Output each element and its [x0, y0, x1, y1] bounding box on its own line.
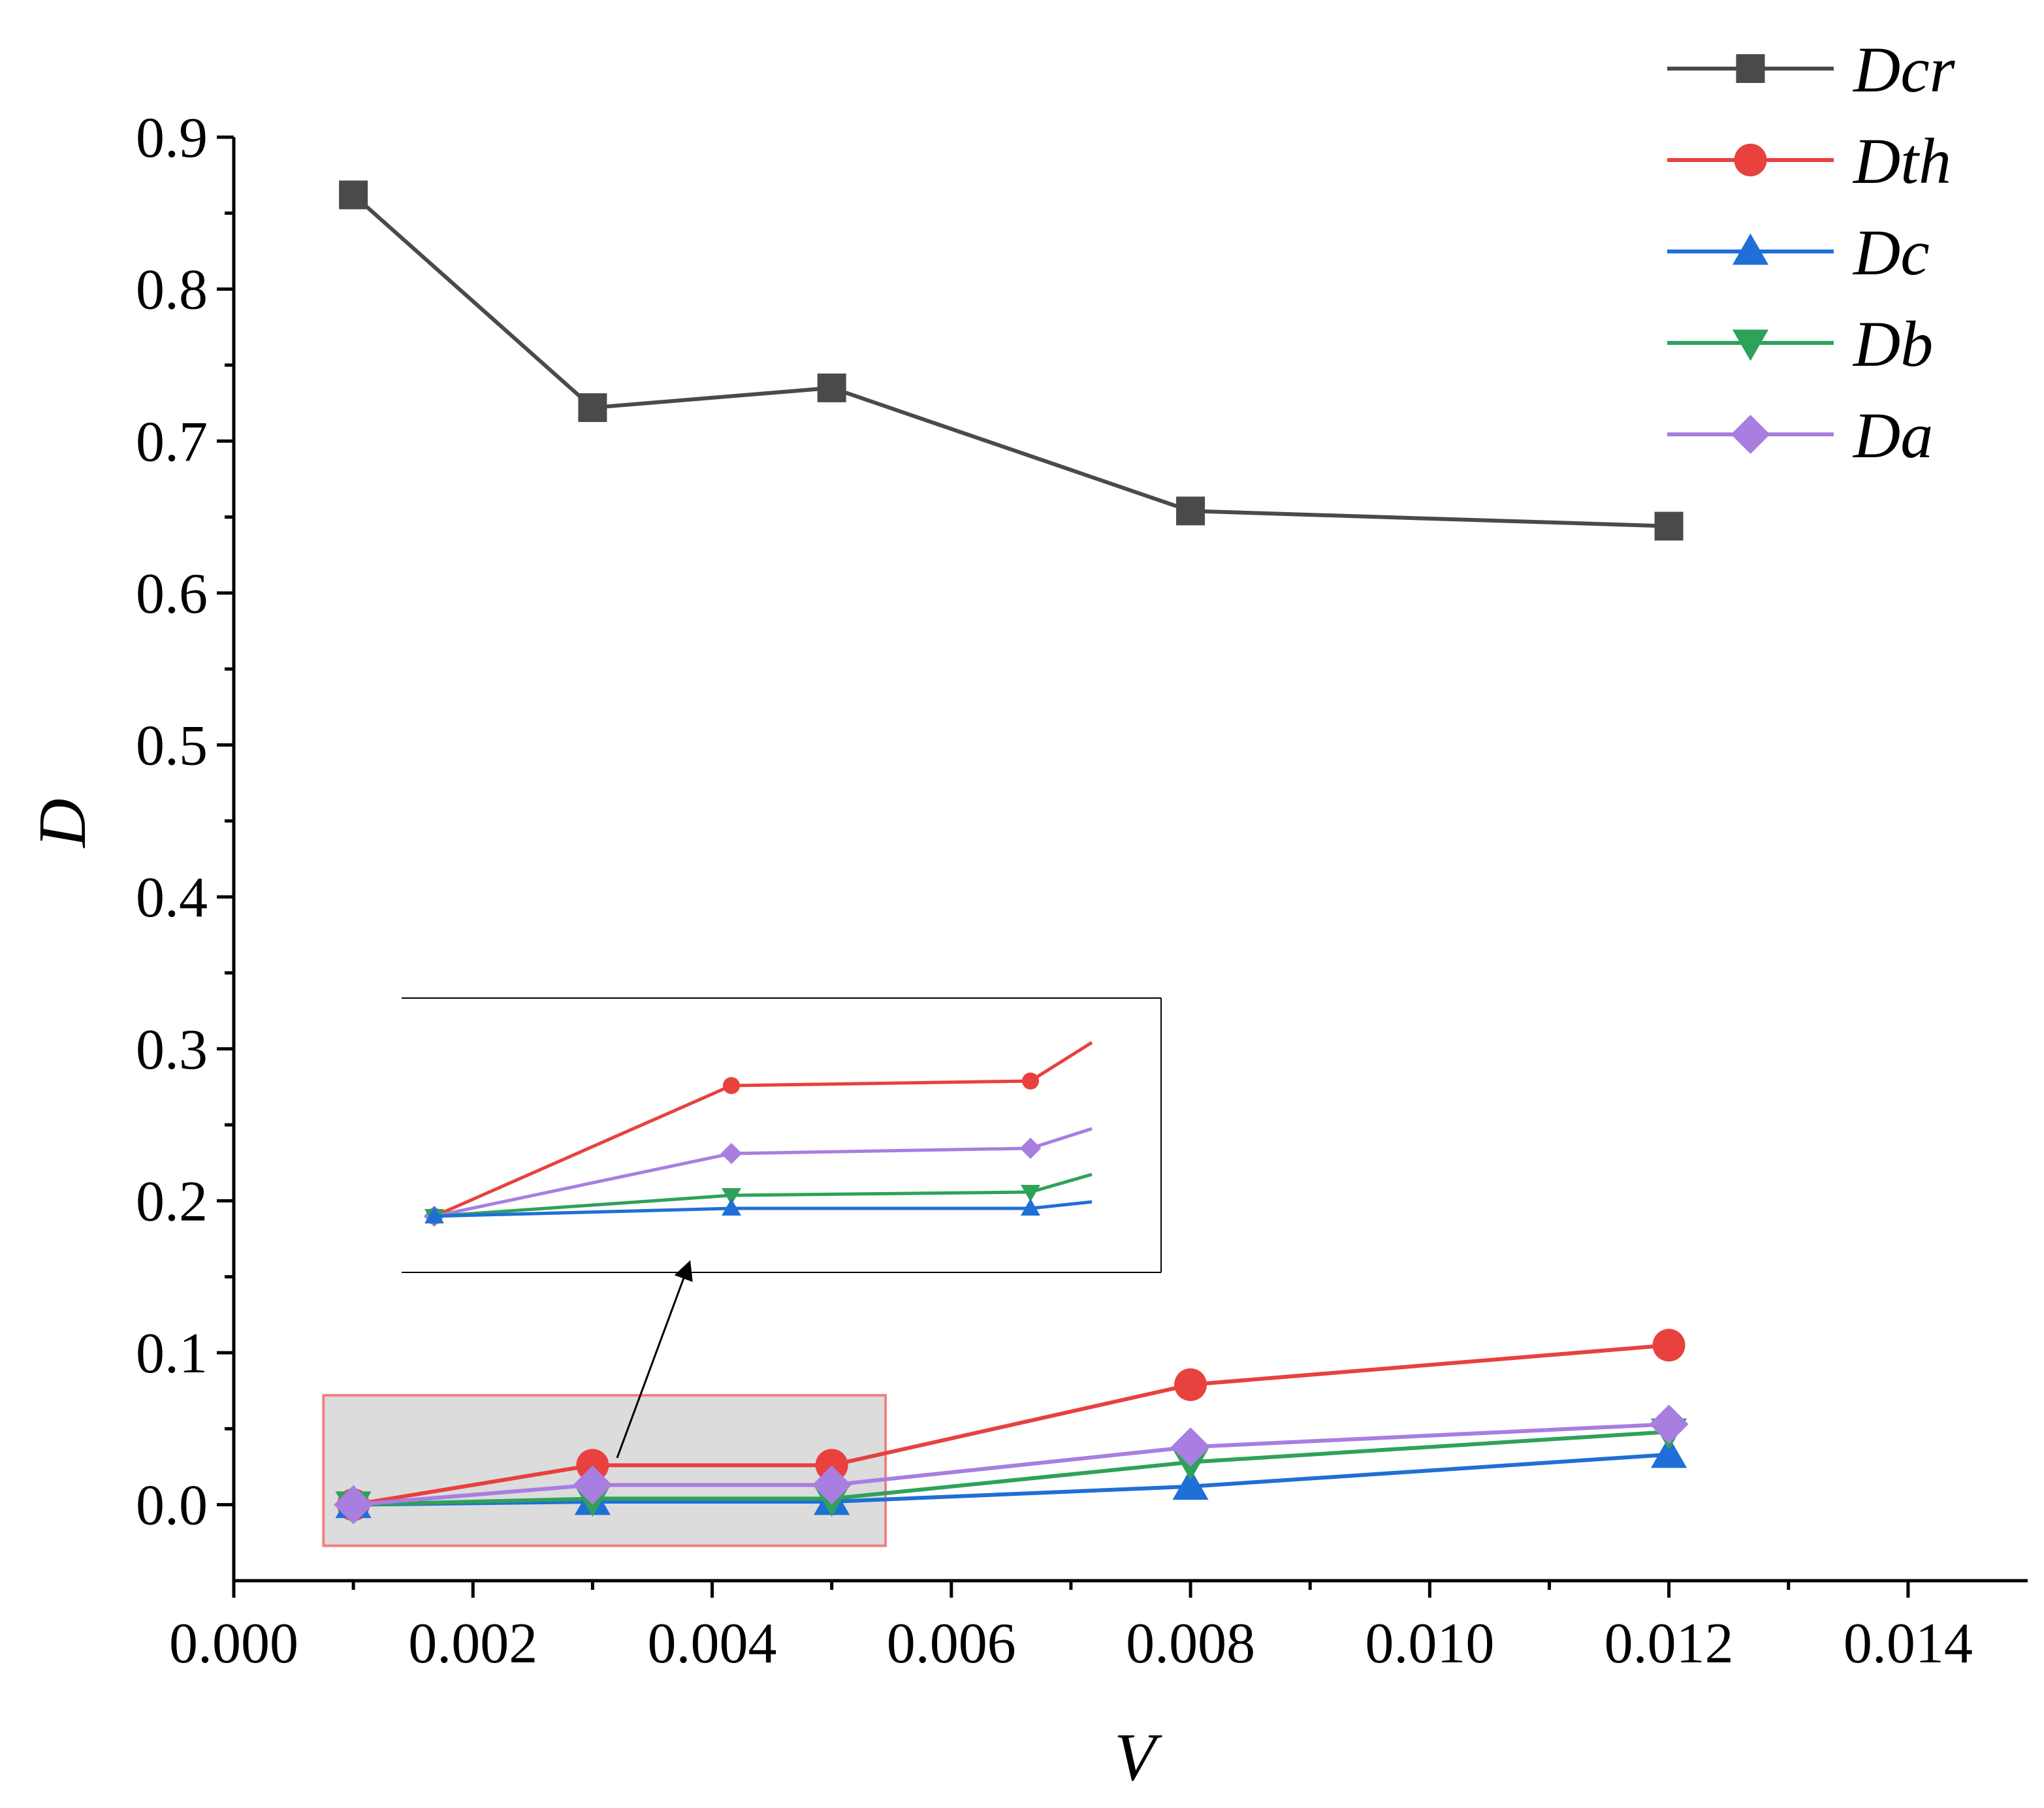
- legend-layer: Dcr Dth Dc Db Da: [1667, 33, 1956, 472]
- y-tick-label: 0.3: [136, 1018, 208, 1082]
- x-tick-label: 0.010: [1365, 1612, 1494, 1675]
- y-tick-label: 0.4: [136, 866, 208, 929]
- x-tick-label: 0.012: [1605, 1612, 1734, 1675]
- legend-marker-db: [1732, 329, 1769, 361]
- data-point-da: [334, 1485, 374, 1525]
- y-tick-label: 0.9: [136, 106, 208, 170]
- x-tick-label: 0.002: [408, 1612, 537, 1675]
- data-point-da: [1171, 1427, 1211, 1467]
- data-point-dc: [1651, 1436, 1687, 1468]
- data-point-dcr: [578, 393, 607, 423]
- data-point-dcr: [339, 180, 368, 210]
- data-point-dth: [815, 1449, 848, 1482]
- inset-layer: [402, 997, 1162, 1459]
- legend-label-dcr: Dcr: [1852, 33, 1956, 106]
- data-point-dth: [1174, 1368, 1207, 1401]
- inset-marker-db: [1021, 1184, 1040, 1202]
- data-point-dc: [1172, 1468, 1209, 1500]
- zoom-arrow: [616, 1260, 693, 1459]
- inset-line-dc: [434, 1200, 1093, 1218]
- data-point-da: [812, 1465, 852, 1505]
- inset-marker-db: [722, 1187, 741, 1205]
- axes-layer: 0.0 0.1 0.2 0.3 0.4 0.5 0.6 0.7 0.8 0.9 0.000 0.002…: [136, 106, 2028, 1675]
- data-point-dth: [1652, 1329, 1685, 1362]
- data-point-da: [573, 1465, 613, 1505]
- x-tick-label: 0.008: [1126, 1612, 1255, 1675]
- x-tick-label: 0.014: [1844, 1612, 1973, 1675]
- x-tick-label: 0.004: [648, 1612, 777, 1675]
- inset-marker-da: [720, 1142, 743, 1165]
- data-point-dcr: [817, 373, 846, 402]
- y-tick-label: 0.8: [136, 259, 208, 322]
- legend-marker-dc: [1732, 233, 1769, 265]
- legend-label-da: Da: [1852, 399, 1933, 472]
- inset-marker-dc: [1021, 1199, 1040, 1216]
- legend-marker-da: [1731, 415, 1770, 454]
- series-layer: [334, 180, 1689, 1525]
- data-point-dth: [576, 1449, 609, 1482]
- series-line-dcr: [352, 193, 1669, 528]
- inset-line-da: [434, 1127, 1093, 1218]
- legend-label-dth: Dth: [1852, 125, 1951, 197]
- inset-marker-dc: [722, 1199, 741, 1216]
- inset-marker-dth: [1022, 1073, 1039, 1090]
- y-axis-title: D: [25, 798, 100, 848]
- inset-line-db: [434, 1172, 1093, 1218]
- legend-label-db: Db: [1852, 308, 1933, 380]
- inset-line-dth: [433, 1041, 1093, 1218]
- data-point-da: [1649, 1404, 1689, 1444]
- inset-marker-da: [1019, 1137, 1042, 1159]
- data-point-dcr: [1654, 511, 1684, 541]
- data-point-dcr: [1176, 496, 1206, 526]
- y-tick-label: 0.7: [136, 410, 208, 474]
- inset-marker-dc: [424, 1206, 444, 1224]
- legend-label-dc: Dc: [1852, 216, 1930, 289]
- y-tick-label: 0.6: [136, 562, 208, 626]
- legend-marker-dcr: [1736, 54, 1765, 83]
- x-tick-label: 0.006: [887, 1612, 1016, 1675]
- legend-marker-dth: [1734, 144, 1767, 176]
- y-tick-label: 0.0: [136, 1474, 208, 1538]
- inset-marker-dth: [723, 1077, 740, 1094]
- y-tick-label: 0.5: [136, 715, 208, 778]
- y-tick-label: 0.1: [136, 1322, 208, 1385]
- x-tick-label: 0.000: [169, 1612, 298, 1675]
- x-axis-title: V: [1114, 1720, 1162, 1795]
- y-tick-label: 0.2: [136, 1170, 208, 1233]
